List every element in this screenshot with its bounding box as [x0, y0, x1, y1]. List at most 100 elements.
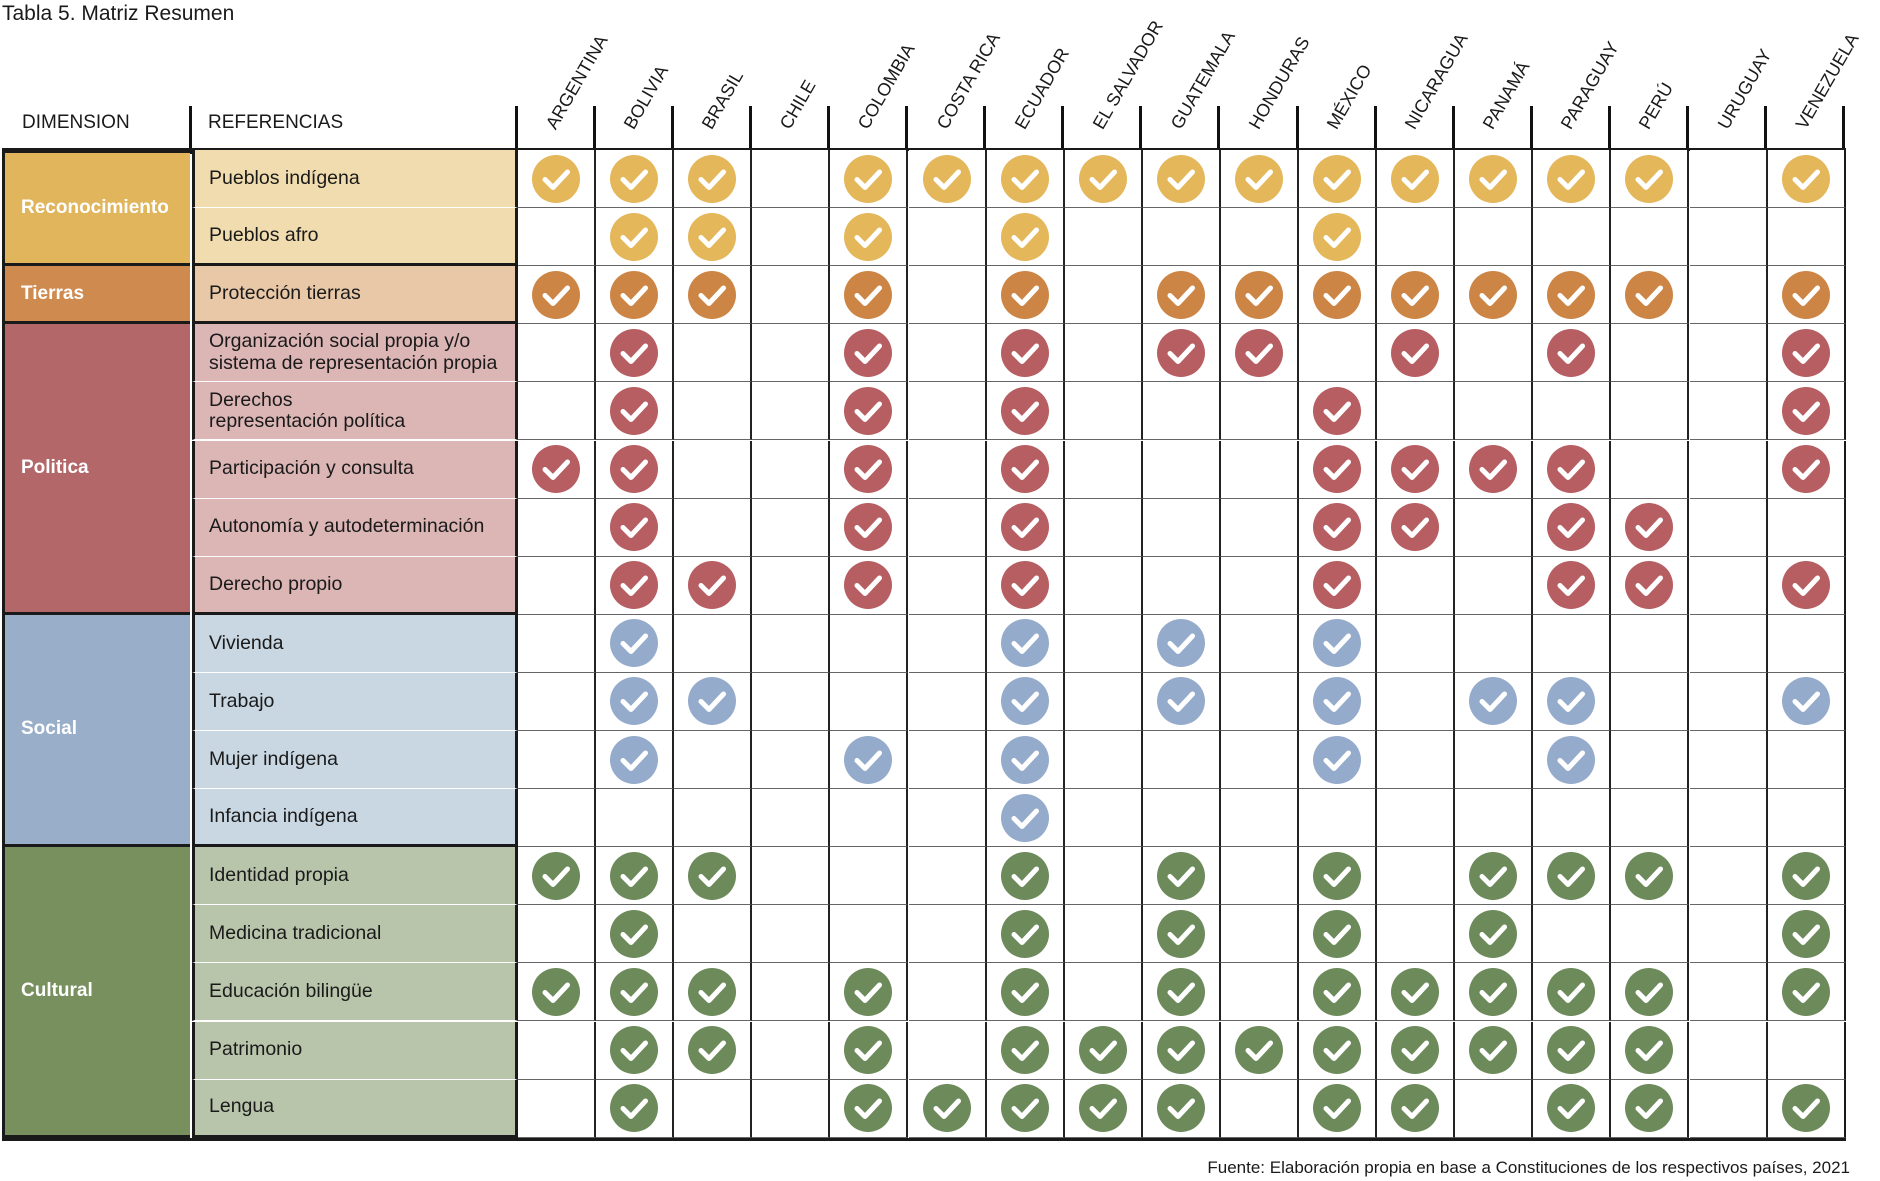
matrix-cell [1611, 150, 1690, 209]
reference-label: Pueblos afro [192, 208, 518, 267]
reference-label: Patrimonio [192, 1021, 518, 1080]
matrix-cell [1533, 556, 1612, 615]
header-dimension: DIMENSION [22, 112, 130, 133]
matrix-cell [986, 847, 1065, 906]
matrix-cell [518, 731, 597, 790]
matrix-cell [1142, 266, 1221, 325]
header-divider [592, 106, 596, 154]
country-header: PERÚ [1635, 79, 1678, 133]
matrix-cell [1533, 150, 1612, 209]
matrix-cell [986, 440, 1065, 499]
matrix-cell [1689, 556, 1768, 615]
check-circle-icon [1000, 967, 1049, 1016]
check-circle-icon [1781, 154, 1830, 203]
header-divider [1686, 106, 1689, 154]
matrix-cell [830, 731, 909, 790]
matrix-cell [1533, 1079, 1612, 1138]
matrix-cell [1689, 963, 1768, 1022]
check-circle-icon [1000, 445, 1049, 494]
matrix-cell [1064, 614, 1143, 673]
check-circle-icon [1781, 909, 1830, 958]
check-circle-icon [1781, 851, 1830, 900]
check-circle-icon [1156, 154, 1205, 203]
matrix-cell [1767, 847, 1846, 906]
matrix-cell [1689, 498, 1768, 557]
check-circle-icon [688, 1026, 737, 1075]
matrix-cell [1455, 905, 1534, 964]
reference-label: Organización social propia y/o sistema d… [192, 324, 518, 383]
matrix-cell [986, 789, 1065, 848]
matrix-cell [1377, 498, 1456, 557]
check-circle-icon [1547, 561, 1596, 610]
matrix-cell [1064, 382, 1143, 441]
matrix-cell [1299, 150, 1378, 209]
check-circle-icon [688, 154, 737, 203]
matrix-cell [1142, 440, 1221, 499]
matrix-cell [1533, 672, 1612, 731]
matrix-cell [1611, 1079, 1690, 1138]
matrix-cell [1220, 614, 1299, 673]
matrix-cell [1533, 789, 1612, 848]
matrix-cell [518, 672, 597, 731]
matrix-cell [1299, 324, 1378, 383]
matrix-cell [596, 1021, 675, 1080]
matrix-cell [752, 150, 831, 209]
matrix-cell [752, 382, 831, 441]
matrix-cell [518, 1021, 597, 1080]
matrix-cell [908, 266, 987, 325]
check-circle-icon [1469, 851, 1518, 900]
reference-label: Identidad propia [192, 847, 518, 906]
check-circle-icon [1469, 270, 1518, 319]
source-note: Fuente: Elaboración propia en base a Con… [1207, 1158, 1850, 1177]
check-circle-icon [1547, 270, 1596, 319]
matrix-cell [1377, 905, 1456, 964]
header-divider [189, 106, 192, 154]
check-circle-icon [1781, 445, 1830, 494]
matrix-cell [1689, 1021, 1768, 1080]
check-circle-icon [610, 909, 659, 958]
matrix-cell [1299, 731, 1378, 790]
matrix-cell [674, 1079, 753, 1138]
check-circle-icon [1000, 1084, 1049, 1133]
matrix-cell [908, 847, 987, 906]
matrix-cell [1533, 324, 1612, 383]
matrix-cell [752, 672, 831, 731]
matrix-cell [908, 1079, 987, 1138]
matrix-cell [1220, 382, 1299, 441]
matrix-cell [1455, 150, 1534, 209]
matrix-cell [674, 150, 753, 209]
matrix-cell [1299, 847, 1378, 906]
check-circle-icon [1078, 1026, 1127, 1075]
matrix-cell [830, 789, 909, 848]
matrix-cell [1611, 731, 1690, 790]
check-circle-icon [922, 154, 971, 203]
check-circle-icon [1547, 445, 1596, 494]
check-circle-icon [844, 503, 893, 552]
check-circle-icon [610, 677, 659, 726]
matrix-cell [1611, 266, 1690, 325]
matrix-cell [1142, 150, 1221, 209]
dimension-label: Social [2, 614, 190, 848]
matrix-cell [830, 672, 909, 731]
matrix-cell [1533, 208, 1612, 267]
matrix-cell [908, 498, 987, 557]
matrix-cell [674, 731, 753, 790]
reference-label: Medicina tradicional [192, 905, 518, 964]
check-circle-icon [1547, 328, 1596, 377]
reference-label: Protección tierras [192, 266, 518, 325]
matrix-cell [1064, 731, 1143, 790]
matrix-cell [1455, 498, 1534, 557]
matrix-cell [1299, 266, 1378, 325]
matrix-cell [1142, 614, 1221, 673]
country-header: BRASIL [698, 67, 748, 133]
matrix-cell [986, 1079, 1065, 1138]
summary-matrix: Reconocimiento Pueblos indígena Pueblos af… [2, 148, 1852, 1141]
matrix-cell [1064, 1079, 1143, 1138]
matrix-cell [1767, 963, 1846, 1022]
matrix-cell [674, 905, 753, 964]
matrix-cell [518, 440, 597, 499]
check-circle-icon [1313, 619, 1362, 668]
check-circle-icon [1156, 677, 1205, 726]
matrix-cell [1689, 847, 1768, 906]
matrix-cell [1377, 1021, 1456, 1080]
